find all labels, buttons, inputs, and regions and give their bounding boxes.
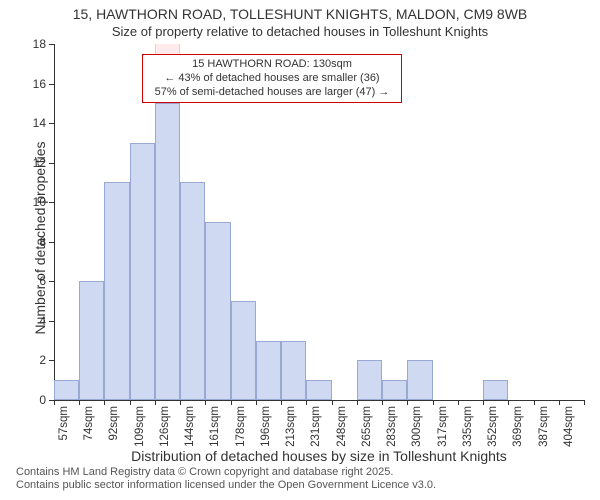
chart-subtitle: Size of property relative to detached ho… (0, 24, 600, 39)
x-tick-label: 196sqm (260, 406, 272, 447)
x-tick-mark (559, 400, 560, 405)
histogram-bar (357, 360, 382, 400)
x-tick-label: 387sqm (538, 406, 550, 447)
x-tick-mark (205, 400, 206, 405)
histogram-bar (382, 380, 407, 400)
x-tick-mark (231, 400, 232, 405)
histogram-bar (180, 182, 205, 400)
histogram-bar (231, 301, 256, 400)
x-tick-mark (79, 400, 80, 405)
x-tick-mark (54, 400, 55, 405)
y-tick: 0 (39, 393, 46, 407)
histogram-bar (130, 143, 155, 400)
x-tick-label: 352sqm (487, 406, 499, 447)
y-tick: 12 (33, 156, 46, 170)
x-tick-label: 369sqm (512, 406, 524, 447)
x-axis-label: Distribution of detached houses by size … (54, 448, 584, 464)
x-tick-label: 283sqm (386, 406, 398, 447)
x-tick-mark (433, 400, 434, 405)
x-tick-label: 213sqm (285, 406, 297, 447)
x-tick-label: 126sqm (159, 406, 171, 447)
histogram-bar (306, 380, 331, 400)
histogram-bar (104, 182, 129, 400)
attribution-line1: Contains HM Land Registry data © Crown c… (16, 466, 436, 479)
x-tick-label: 109sqm (134, 406, 146, 447)
x-tick-label: 335sqm (462, 406, 474, 447)
annotation-line3: 57% of semi-detached houses are larger (… (149, 86, 395, 100)
y-tick: 14 (33, 116, 46, 130)
x-tick-label: 300sqm (411, 406, 423, 447)
histogram-bar (155, 103, 180, 400)
x-tick-label: 57sqm (58, 406, 70, 441)
x-tick-mark (382, 400, 383, 405)
x-tick-label: 92sqm (108, 406, 120, 441)
x-tick-mark (180, 400, 181, 405)
x-tick-label: 404sqm (563, 406, 575, 447)
y-tick: 2 (39, 353, 46, 367)
histogram-bar (256, 341, 281, 400)
y-tick: 8 (39, 235, 46, 249)
x-tick-mark (306, 400, 307, 405)
x-tick-mark (584, 400, 585, 405)
x-tick-mark (256, 400, 257, 405)
x-tick-label: 144sqm (184, 406, 196, 447)
x-tick-mark (407, 400, 408, 405)
x-tick-mark (357, 400, 358, 405)
x-tick-mark (281, 400, 282, 405)
x-tick-label: 231sqm (310, 406, 322, 447)
x-tick-label: 178sqm (235, 406, 247, 447)
x-axis-ticks: 57sqm 74sqm 92sqm 109sqm 126sqm 144sqm 161sqm 1… (54, 400, 584, 448)
x-tick-mark (155, 400, 156, 405)
histogram-bar (205, 222, 230, 400)
y-tick: 10 (33, 195, 46, 209)
x-tick-label: 74sqm (83, 406, 95, 441)
x-tick-mark (458, 400, 459, 405)
x-tick-mark (508, 400, 509, 405)
attribution-line2: Contains public sector information licen… (16, 479, 436, 492)
annotation-line1: 15 HAWTHORN ROAD: 130sqm (149, 58, 395, 72)
x-tick-label: 317sqm (437, 406, 449, 447)
chart-title: 15, HAWTHORN ROAD, TOLLESHUNT KNIGHTS, M… (0, 6, 600, 22)
attribution: Contains HM Land Registry data © Crown c… (16, 466, 436, 492)
annotation-line2: ← 43% of detached houses are smaller (36… (149, 72, 395, 86)
x-tick-mark (104, 400, 105, 405)
histogram-bar (483, 380, 508, 400)
histogram-bar (54, 380, 79, 400)
x-tick-label: 265sqm (361, 406, 373, 447)
x-tick-mark (130, 400, 131, 405)
x-tick-label: 161sqm (209, 406, 221, 447)
annotation-box: 15 HAWTHORN ROAD: 130sqm ← 43% of detach… (142, 54, 402, 103)
x-tick-mark (483, 400, 484, 405)
histogram-bar (407, 360, 432, 400)
x-tick-mark (534, 400, 535, 405)
y-tick: 16 (33, 77, 46, 91)
x-tick-mark (332, 400, 333, 405)
y-tick: 4 (39, 314, 46, 328)
x-tick-label: 248sqm (336, 406, 348, 447)
histogram-bar (281, 341, 306, 400)
y-tick: 18 (33, 37, 46, 51)
y-tick: 6 (39, 274, 46, 288)
histogram-bar (79, 281, 104, 400)
y-axis-ticks: 024681012141618 (0, 44, 54, 400)
